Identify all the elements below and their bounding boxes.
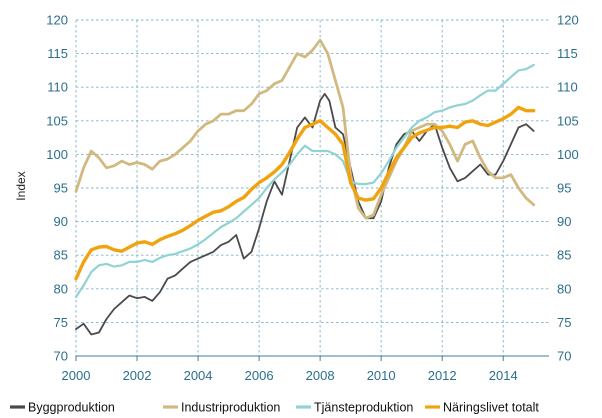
y-tick-label-left: 100 (46, 147, 68, 162)
x-tick-label: 2002 (123, 368, 152, 383)
x-tick-label: 2010 (367, 368, 396, 383)
y-tick-label-right: 80 (557, 281, 571, 296)
y-tick-label-right: 100 (557, 147, 579, 162)
y-tick-label-right: 105 (557, 113, 579, 128)
y-tick-label-right: 95 (557, 181, 571, 196)
y-tick-label-right: 85 (557, 248, 571, 263)
y-tick-label-right: 70 (557, 349, 571, 364)
y-tick-label-left: 110 (47, 80, 68, 95)
series-lines (74, 38, 536, 336)
series-line-2 (74, 38, 536, 220)
legend-label-3: Tjänsteproduktion (314, 401, 413, 415)
y-axis-label: Index (14, 171, 28, 200)
y-tick-label-left: 85 (54, 248, 68, 263)
y-tick-label-left: 120 (46, 13, 68, 28)
legend-label-2: Industriproduktion (181, 401, 280, 415)
x-tick-label: 2012 (428, 368, 457, 383)
y-tick-label-left: 80 (54, 281, 68, 296)
y-tick-label-left: 70 (54, 349, 68, 364)
legend-label-4: Näringslivet totalt (443, 401, 539, 415)
y-tick-label-right: 75 (557, 315, 571, 330)
x-tick-label: 2000 (62, 368, 91, 383)
x-axis-ticks: 2000 2002 2004 2006 2008 2010 2012 2014 (62, 368, 518, 383)
y-tick-label-right: 90 (557, 214, 571, 229)
series-line-3 (74, 63, 535, 298)
y-tick-label-right: 115 (557, 46, 578, 61)
legend-label-1: Byggproduktion (28, 401, 115, 415)
gridlines (75, 19, 549, 357)
y-tick-label-left: 75 (54, 315, 68, 330)
y-tick-label-right: 110 (557, 80, 578, 95)
y-tick-label-right: 120 (557, 13, 579, 28)
y-tick-label-left: 115 (47, 46, 68, 61)
y-tick-label-left: 105 (46, 113, 68, 128)
y-tick-label-left: 90 (54, 214, 68, 229)
series-line-4 (74, 105, 536, 281)
y-axis-left-ticks: 70 75 80 85 90 95 100 105 110 115 120 (46, 13, 68, 364)
legend: Byggproduktion Industriproduktion Tjänstep… (10, 401, 539, 415)
x-tick-label: 2004 (184, 368, 213, 383)
x-tick-label: 2014 (489, 368, 518, 383)
x-tick-label: 2008 (306, 368, 335, 383)
axes (75, 355, 549, 361)
series-line-1 (75, 93, 535, 336)
y-tick-label-left: 95 (54, 181, 68, 196)
x-tick-label: 2006 (245, 368, 274, 383)
y-axis-right-ticks: 70 75 80 85 90 95 100 105 110 115 120 (557, 13, 579, 364)
